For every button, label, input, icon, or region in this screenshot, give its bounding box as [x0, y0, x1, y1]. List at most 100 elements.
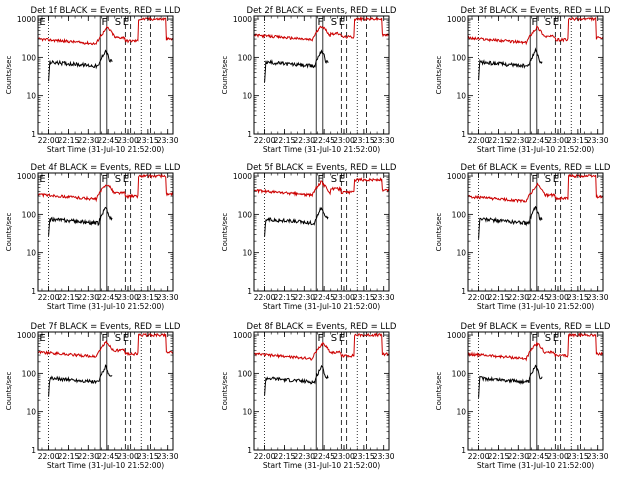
event-label: F — [102, 333, 108, 344]
x-tick-label: 23:00 — [117, 136, 139, 145]
x-axis-label: Start Time (31-Jul-10 21:52:00) — [477, 145, 594, 154]
x-axis-label: Start Time (31-Jul-10 21:52:00) — [263, 302, 380, 311]
y-tick-label: 1 — [461, 130, 466, 139]
x-tick-label: 22:15 — [488, 452, 510, 461]
x-tick-label: 23:30 — [373, 136, 395, 145]
event-label: S — [331, 333, 337, 344]
plot-frame — [467, 331, 604, 451]
y-axis-label: Counts/sec — [5, 372, 13, 411]
x-tick-label: 23:30 — [587, 136, 609, 145]
y-tick-label: 10 — [456, 92, 466, 101]
y-tick-label: 100 — [452, 369, 467, 378]
y-tick-label: 1000 — [233, 15, 252, 24]
x-tick-label: 23:15 — [353, 293, 375, 302]
panel-title: Det 4f BLACK = Events, RED = LLD — [31, 163, 181, 173]
y-tick-label: 1 — [247, 130, 252, 139]
x-tick-label: 23:30 — [587, 452, 609, 461]
x-tick-label: 22:45 — [313, 452, 335, 461]
event-label: F — [532, 17, 538, 28]
event-label: S — [545, 333, 551, 344]
event-label: F — [318, 17, 324, 28]
x-tick-label: 22:00 — [468, 136, 490, 145]
events-series-line — [48, 364, 113, 397]
x-tick-label: 22:45 — [313, 293, 335, 302]
event-label: E — [553, 333, 559, 344]
events-series-line — [264, 206, 329, 237]
lld-series-line — [253, 177, 390, 198]
event-label: E — [39, 17, 45, 28]
event-label: E — [123, 17, 129, 28]
event-label: F — [532, 174, 538, 185]
y-tick-label: 1000 — [447, 331, 466, 340]
panel-title: Det 8f BLACK = Events, RED = LLD — [247, 322, 397, 332]
x-tick-label: 22:30 — [507, 136, 529, 145]
y-tick-label: 100 — [452, 210, 467, 219]
event-label: F — [318, 174, 324, 185]
x-tick-label: 22:45 — [97, 452, 119, 461]
y-tick-label: 100 — [238, 53, 253, 62]
x-tick-label: 23:30 — [373, 452, 395, 461]
x-tick-label: 22:30 — [77, 293, 99, 302]
y-axis-label: Counts/sec — [435, 56, 443, 95]
x-tick-label: 23:30 — [157, 293, 179, 302]
x-tick-label: 22:00 — [468, 452, 490, 461]
x-tick-label: 22:15 — [58, 293, 80, 302]
x-tick-label: 22:30 — [293, 293, 315, 302]
x-tick-label: 22:45 — [313, 136, 335, 145]
x-tick-label: 22:00 — [254, 293, 276, 302]
x-tick-label: 22:45 — [97, 136, 119, 145]
x-tick-label: 22:30 — [293, 136, 315, 145]
y-tick-label: 1000 — [233, 331, 252, 340]
x-tick-label: 22:45 — [527, 136, 549, 145]
y-tick-label: 1 — [247, 287, 252, 296]
x-tick-label: 23:00 — [117, 293, 139, 302]
y-tick-label: 1 — [461, 287, 466, 296]
y-tick-label: 1 — [31, 130, 36, 139]
y-tick-label: 1000 — [17, 15, 36, 24]
y-tick-label: 100 — [452, 53, 467, 62]
x-axis-label: Start Time (31-Jul-10 21:52:00) — [47, 461, 164, 470]
events-series-line — [478, 205, 543, 239]
x-tick-label: 23:30 — [157, 452, 179, 461]
x-tick-label: 23:30 — [157, 136, 179, 145]
x-tick-label: 23:00 — [547, 136, 569, 145]
y-axis-label: Counts/sec — [221, 372, 229, 411]
x-tick-label: 23:15 — [567, 136, 589, 145]
events-series-line — [48, 206, 113, 236]
event-label: S — [545, 17, 551, 28]
y-axis-label: Counts/sec — [221, 213, 229, 252]
x-tick-label: 23:15 — [137, 452, 159, 461]
x-tick-label: 22:15 — [488, 293, 510, 302]
panel-title: Det 3f BLACK = Events, RED = LLD — [461, 6, 611, 16]
y-tick-label: 10 — [242, 408, 252, 417]
y-tick-label: 10 — [26, 408, 36, 417]
x-tick-label: 23:15 — [567, 452, 589, 461]
x-tick-label: 22:00 — [254, 136, 276, 145]
y-tick-label: 10 — [26, 92, 36, 101]
x-tick-label: 23:00 — [117, 452, 139, 461]
y-tick-label: 100 — [238, 369, 253, 378]
events-series-line — [264, 364, 329, 396]
event-label: E — [39, 333, 45, 344]
event-label: S — [115, 17, 121, 28]
x-tick-label: 23:00 — [547, 452, 569, 461]
y-tick-label: 100 — [22, 369, 37, 378]
x-tick-label: 22:45 — [97, 293, 119, 302]
x-tick-label: 23:15 — [137, 293, 159, 302]
event-label: F — [102, 17, 108, 28]
x-tick-label: 23:00 — [333, 293, 355, 302]
lld-series-line — [37, 173, 174, 203]
plot-frame — [253, 15, 390, 135]
x-tick-label: 23:00 — [547, 293, 569, 302]
event-label: F — [532, 333, 538, 344]
x-tick-label: 23:30 — [373, 293, 395, 302]
panel-title: Det 6f BLACK = Events, RED = LLD — [461, 163, 611, 173]
event-label: F — [102, 174, 108, 185]
event-label: E — [553, 17, 559, 28]
plot-frame — [467, 172, 604, 292]
x-tick-label: 23:15 — [137, 136, 159, 145]
x-tick-label: 22:15 — [58, 452, 80, 461]
